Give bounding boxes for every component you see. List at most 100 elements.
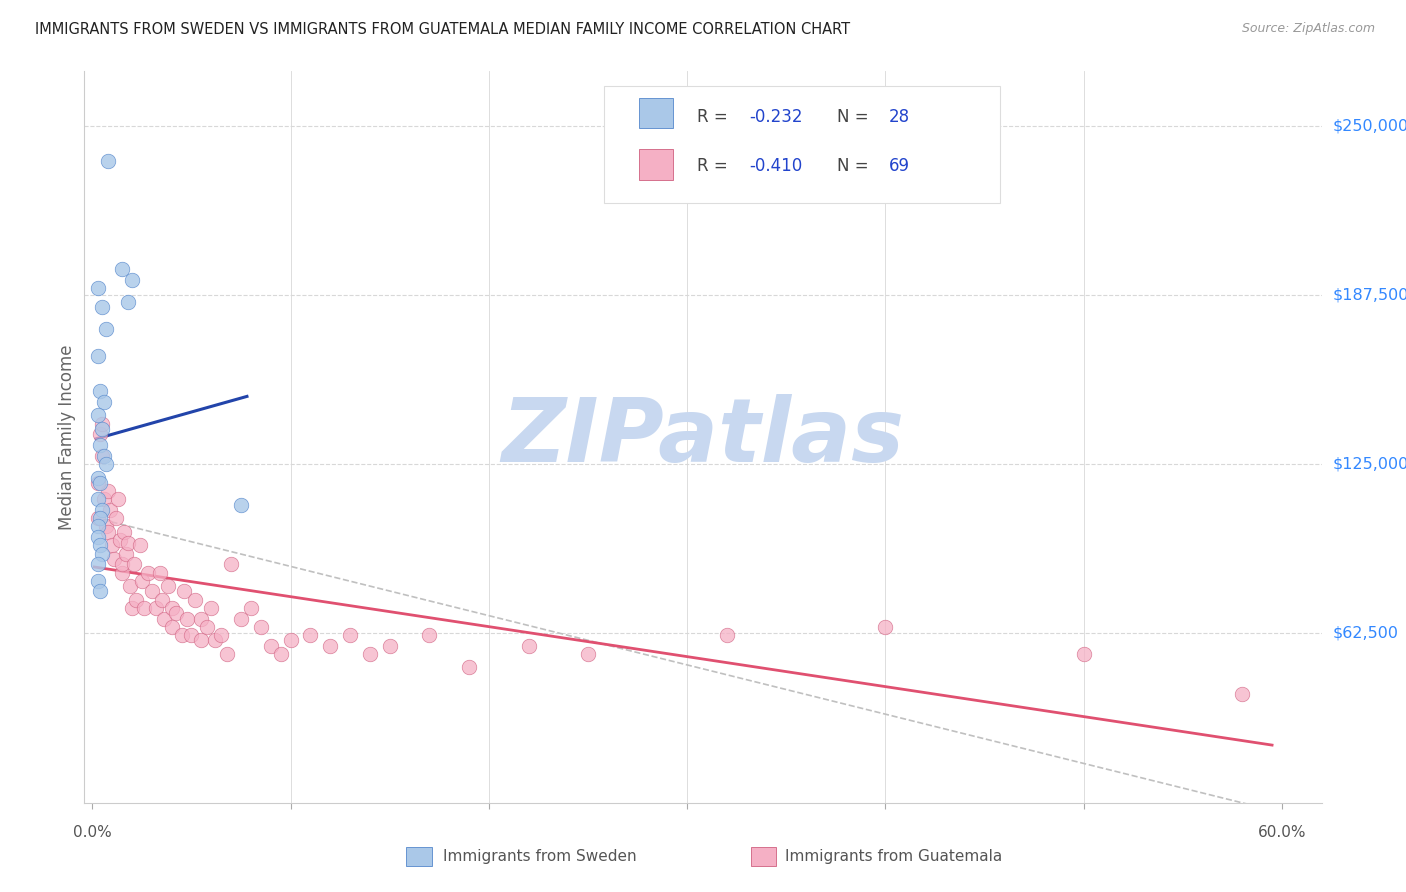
Point [299, 628, 322, 642]
Point [418, 628, 440, 642]
Point [131, 574, 153, 588]
Point [87, 574, 110, 588]
Point [87, 511, 110, 525]
Point [96, 322, 118, 336]
Text: -0.410: -0.410 [749, 158, 801, 176]
Text: 69: 69 [889, 158, 910, 176]
Text: R =: R = [697, 109, 733, 127]
Point [156, 579, 179, 593]
Point [87, 349, 110, 363]
Point [152, 611, 174, 625]
Point [112, 524, 135, 539]
Point [458, 660, 481, 674]
Point [105, 511, 128, 525]
Point [122, 558, 145, 572]
Point [149, 566, 172, 580]
Point [111, 262, 134, 277]
Text: R =: R = [697, 158, 733, 176]
Text: 28: 28 [889, 109, 910, 127]
Point [132, 600, 155, 615]
Point [260, 639, 283, 653]
Point [229, 498, 252, 512]
Point [160, 600, 183, 615]
Point [101, 538, 124, 552]
Point [359, 647, 381, 661]
Text: -0.232: -0.232 [749, 109, 803, 127]
Point [1073, 647, 1095, 661]
Point [118, 579, 141, 593]
Text: 60.0%: 60.0% [1258, 825, 1306, 839]
Point [229, 611, 252, 625]
Point [97, 153, 120, 168]
Point [173, 584, 195, 599]
Point [93, 492, 115, 507]
Point [89, 538, 111, 552]
Point [96, 457, 118, 471]
Point [121, 273, 143, 287]
Point [378, 639, 401, 653]
Point [89, 511, 111, 525]
Point [136, 566, 159, 580]
Point [319, 639, 342, 653]
Point [176, 611, 198, 625]
Point [716, 628, 738, 642]
Point [209, 628, 232, 642]
Text: N =: N = [837, 158, 873, 176]
Point [91, 300, 114, 314]
Point [111, 558, 134, 572]
Point [87, 558, 110, 572]
Text: Immigrants from Guatemala: Immigrants from Guatemala [785, 849, 1002, 863]
Point [89, 427, 111, 442]
Point [115, 547, 138, 561]
Bar [638, 98, 673, 128]
Point [91, 422, 114, 436]
Y-axis label: Median Family Income: Median Family Income [58, 344, 76, 530]
Point [91, 547, 114, 561]
Point [93, 395, 115, 409]
Point [180, 628, 202, 642]
Point [875, 620, 897, 634]
Point [87, 476, 110, 491]
Point [195, 620, 218, 634]
Text: $62,500: $62,500 [1333, 626, 1399, 641]
Point [270, 647, 292, 661]
Point [165, 606, 187, 620]
Point [91, 417, 114, 431]
Point [89, 384, 111, 398]
Text: 0.0%: 0.0% [73, 825, 111, 839]
Point [89, 476, 111, 491]
Point [87, 409, 110, 423]
Text: $187,500: $187,500 [1333, 287, 1406, 302]
Point [239, 600, 262, 615]
Point [280, 633, 302, 648]
Point [107, 492, 129, 507]
Point [121, 600, 143, 615]
Point [190, 611, 212, 625]
Point [93, 449, 115, 463]
Point [339, 628, 361, 642]
Point [125, 592, 148, 607]
Point [87, 519, 110, 533]
Point [89, 438, 111, 452]
Point [87, 530, 110, 544]
Point [160, 620, 183, 634]
Point [103, 552, 125, 566]
Point [117, 294, 139, 309]
Point [219, 558, 242, 572]
Text: $125,000: $125,000 [1333, 457, 1406, 472]
Point [1232, 688, 1254, 702]
Text: $250,000: $250,000 [1333, 118, 1406, 133]
Text: N =: N = [837, 109, 873, 127]
Point [108, 533, 131, 547]
Point [170, 628, 193, 642]
Point [128, 538, 150, 552]
Point [97, 484, 120, 499]
Point [576, 647, 599, 661]
Point [87, 281, 110, 295]
Point [96, 519, 118, 533]
Text: Immigrants from Sweden: Immigrants from Sweden [443, 849, 637, 863]
Point [87, 492, 110, 507]
Point [517, 639, 540, 653]
Point [98, 503, 121, 517]
Text: IMMIGRANTS FROM SWEDEN VS IMMIGRANTS FROM GUATEMALA MEDIAN FAMILY INCOME CORRELA: IMMIGRANTS FROM SWEDEN VS IMMIGRANTS FRO… [35, 22, 851, 37]
